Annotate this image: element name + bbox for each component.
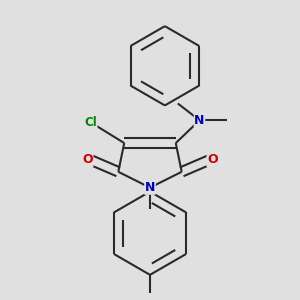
Text: O: O [82,153,93,167]
Text: N: N [145,181,155,194]
Text: O: O [207,153,218,167]
Text: N: N [194,114,205,127]
Text: Cl: Cl [84,116,97,129]
